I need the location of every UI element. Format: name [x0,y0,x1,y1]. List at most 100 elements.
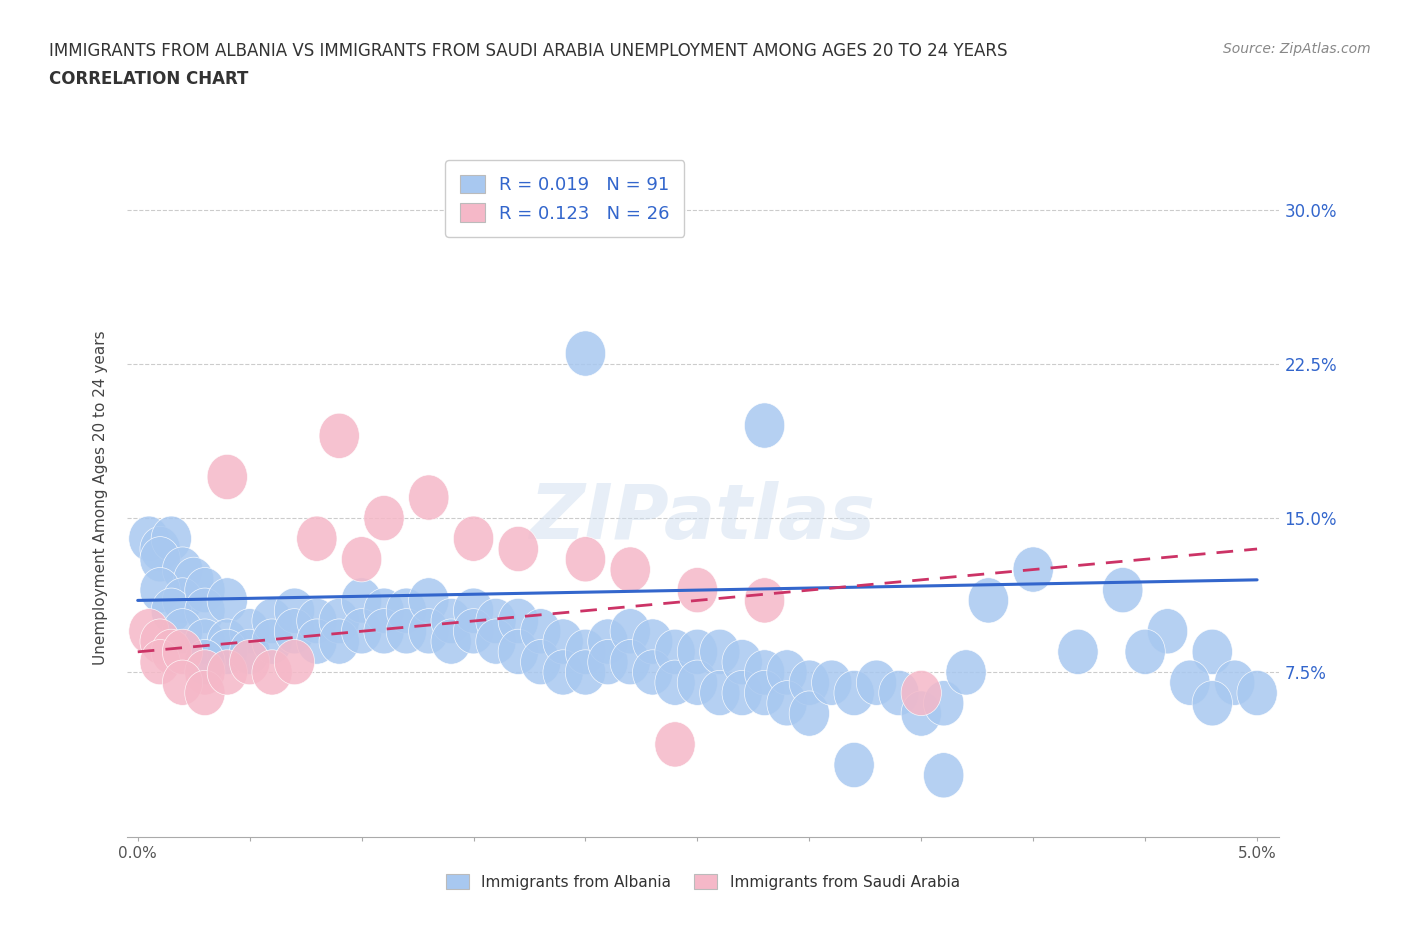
Ellipse shape [766,650,807,695]
Ellipse shape [678,630,717,674]
Ellipse shape [565,537,606,582]
Ellipse shape [162,630,202,674]
Ellipse shape [274,640,315,684]
Ellipse shape [173,557,214,603]
Text: CORRELATION CHART: CORRELATION CHART [49,70,249,87]
Ellipse shape [152,516,191,562]
Ellipse shape [475,598,516,644]
Ellipse shape [141,640,180,684]
Ellipse shape [1237,671,1277,715]
Text: ZIPatlas: ZIPatlas [530,481,876,555]
Ellipse shape [520,640,561,684]
Ellipse shape [498,526,538,572]
Ellipse shape [432,619,471,664]
Ellipse shape [834,671,875,715]
Ellipse shape [207,630,247,674]
Ellipse shape [879,671,920,715]
Ellipse shape [252,619,292,664]
Ellipse shape [252,598,292,644]
Ellipse shape [297,619,337,664]
Y-axis label: Unemployment Among Ages 20 to 24 years: Unemployment Among Ages 20 to 24 years [93,330,108,665]
Ellipse shape [229,640,270,684]
Ellipse shape [588,640,628,684]
Ellipse shape [297,516,337,562]
Ellipse shape [184,567,225,613]
Ellipse shape [387,608,426,654]
Ellipse shape [498,630,538,674]
Ellipse shape [610,608,651,654]
Ellipse shape [744,650,785,695]
Ellipse shape [1057,630,1098,674]
Legend: Immigrants from Albania, Immigrants from Saudi Arabia: Immigrants from Albania, Immigrants from… [439,866,967,897]
Ellipse shape [655,630,695,674]
Ellipse shape [700,671,740,715]
Ellipse shape [162,547,202,592]
Ellipse shape [633,650,673,695]
Ellipse shape [252,650,292,695]
Ellipse shape [274,608,315,654]
Ellipse shape [924,752,963,798]
Ellipse shape [129,516,169,562]
Ellipse shape [207,578,247,623]
Ellipse shape [207,650,247,695]
Ellipse shape [141,567,180,613]
Ellipse shape [1014,547,1053,592]
Ellipse shape [162,578,202,623]
Ellipse shape [475,619,516,664]
Ellipse shape [811,660,852,705]
Ellipse shape [723,671,762,715]
Ellipse shape [655,722,695,767]
Ellipse shape [453,516,494,562]
Ellipse shape [924,681,963,726]
Ellipse shape [834,742,875,788]
Ellipse shape [565,331,606,376]
Ellipse shape [364,496,404,540]
Ellipse shape [141,526,180,572]
Ellipse shape [207,619,247,664]
Ellipse shape [744,578,785,623]
Ellipse shape [498,598,538,644]
Ellipse shape [184,588,225,633]
Ellipse shape [141,537,180,582]
Ellipse shape [1192,630,1233,674]
Ellipse shape [744,671,785,715]
Ellipse shape [1125,630,1166,674]
Ellipse shape [274,588,315,633]
Ellipse shape [409,475,449,520]
Ellipse shape [319,413,360,458]
Ellipse shape [1102,567,1143,613]
Ellipse shape [969,578,1008,623]
Ellipse shape [610,547,651,592]
Text: Source: ZipAtlas.com: Source: ZipAtlas.com [1223,42,1371,56]
Ellipse shape [409,578,449,623]
Ellipse shape [453,588,494,633]
Ellipse shape [789,691,830,737]
Ellipse shape [1215,660,1254,705]
Ellipse shape [1170,660,1211,705]
Ellipse shape [184,671,225,715]
Ellipse shape [520,608,561,654]
Ellipse shape [565,650,606,695]
Ellipse shape [901,691,942,737]
Ellipse shape [766,681,807,726]
Ellipse shape [565,630,606,674]
Ellipse shape [319,598,360,644]
Ellipse shape [152,588,191,633]
Ellipse shape [946,650,986,695]
Ellipse shape [678,567,717,613]
Ellipse shape [432,598,471,644]
Ellipse shape [229,608,270,654]
Ellipse shape [655,660,695,705]
Ellipse shape [141,619,180,664]
Ellipse shape [610,640,651,684]
Ellipse shape [543,619,583,664]
Ellipse shape [184,650,225,695]
Ellipse shape [678,660,717,705]
Ellipse shape [207,455,247,499]
Ellipse shape [297,598,337,644]
Ellipse shape [1147,608,1188,654]
Ellipse shape [700,630,740,674]
Ellipse shape [1192,681,1233,726]
Ellipse shape [453,608,494,654]
Ellipse shape [901,671,942,715]
